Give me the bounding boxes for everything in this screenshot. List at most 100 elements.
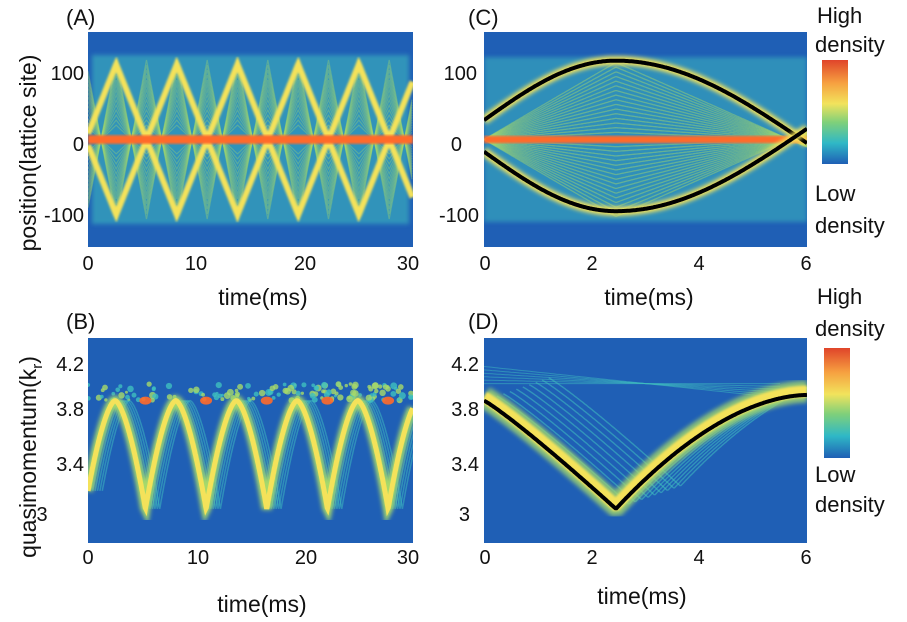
panel-c-ytick-0: 0 <box>451 134 462 156</box>
panel-b-noise-point <box>335 381 342 388</box>
panel-c-faint-branch <box>484 85 807 146</box>
panel-b-noise-point <box>118 384 123 389</box>
panel-a-faint-branch <box>88 79 413 200</box>
panel-b-noise-point <box>390 382 398 390</box>
panel-a-faint-branch <box>88 93 413 186</box>
panel-b-noise-point <box>371 382 379 390</box>
colorbar-top: High density Low density <box>815 3 885 238</box>
panel-b-noise-point <box>334 391 339 396</box>
panel-b-noise-point <box>212 392 217 398</box>
panel-b-noise-point <box>347 396 351 400</box>
bottom-ylabel-main: quasimomentum(k <box>15 368 41 558</box>
panel-a-faint-branch <box>88 74 413 205</box>
colorbar-bottom-gradient <box>824 348 850 458</box>
panel-c-faint-branch <box>484 136 807 166</box>
panel-c-label: (C) <box>468 5 499 30</box>
panel-c-heatmap <box>484 56 807 222</box>
panel-b-noise-point <box>215 382 222 389</box>
panel-a-faint-branch <box>88 79 413 200</box>
panel-c-central-band <box>484 135 807 144</box>
panel-a-faint-branch <box>88 93 413 186</box>
panel-b-noise-point <box>100 388 105 393</box>
panel-c-faint-branch <box>484 135 807 176</box>
panel-b-noise-point <box>337 394 344 401</box>
panel-d-xtick-6: 6 <box>800 547 811 569</box>
panel-d-xtick-4: 4 <box>693 547 704 569</box>
panel-b-noise-point <box>374 388 379 394</box>
panel-b-peak-point <box>139 396 152 405</box>
panel-b-noise-point <box>88 382 91 387</box>
panel-a-faint-branch <box>88 82 413 197</box>
panel-b-noise-point <box>88 396 91 401</box>
panel-d-xlabel: time(ms) <box>597 583 686 609</box>
top-ylabel: position(lattice site) <box>15 55 41 252</box>
panel-c-trajectory-1 <box>484 58 807 145</box>
panel-b-noise-point <box>395 388 402 394</box>
panel-b-noise-point <box>301 382 307 388</box>
colorbar-bottom: High density Low density <box>815 284 885 517</box>
panel-a-heatmap <box>88 54 413 225</box>
panel-a-central-band <box>88 135 413 144</box>
panel-b-noise-point <box>295 390 301 396</box>
panel-b-noise-point <box>397 384 404 390</box>
panel-b-xtick-20: 20 <box>295 547 317 569</box>
bottom-ylabel-end: ) <box>15 356 41 364</box>
panel-b-noise-point <box>408 394 413 400</box>
panel-b-noise-point <box>125 394 130 400</box>
panel-b-noise-point <box>151 387 156 392</box>
panel-b-peak-point <box>382 396 395 405</box>
panel-d-faint-branch <box>548 377 807 487</box>
panel-b-noise-point <box>379 389 386 397</box>
panel-b-noise-point <box>344 383 349 388</box>
panel-b-noise-point <box>398 392 406 400</box>
colorbar-top-gradient <box>822 60 848 164</box>
panel-b-heatmap <box>88 381 413 525</box>
panel-c-faint-branch <box>484 117 807 143</box>
panel-d-xtick-2: 2 <box>586 547 597 569</box>
colorbar-bottom-high-line2: density <box>815 316 885 341</box>
colorbar-bottom-high-line1: High <box>817 284 862 309</box>
panel-b-noise-point <box>201 392 206 397</box>
panel-c-xtick-2: 2 <box>586 253 597 275</box>
panel-b-noise-point <box>309 392 316 399</box>
panel-b-noise-point <box>220 397 225 402</box>
panel-a-lower-branch <box>88 131 413 224</box>
panel-d-heatmap <box>484 366 807 517</box>
panel-c-faint-branch <box>484 71 807 147</box>
panel-b-label: (B) <box>66 309 95 334</box>
panel-a-faint-branch <box>88 98 413 181</box>
panel-b-main-branch <box>88 397 413 517</box>
panel-b-ytick-3-8: 3.8 <box>56 399 84 421</box>
panel-d-xtick-0: 0 <box>479 547 490 569</box>
colorbar-top-low-line2: density <box>815 213 885 238</box>
panel-a-xtick-20: 20 <box>294 253 316 275</box>
panel-b-noise-point <box>165 382 173 390</box>
panel-a-faint-branch <box>88 88 413 191</box>
panel-b-noise-point <box>226 388 234 396</box>
panel-c-faint-branch <box>484 103 807 144</box>
panel-c-faint-branch <box>484 134 807 180</box>
panel-c-faint-branch <box>484 132 807 204</box>
panel-a-upper-branch <box>88 55 413 148</box>
panel-b-peak-point <box>200 396 213 405</box>
panel-b-noise-point <box>276 392 281 397</box>
panel-a-ytick-minus-100: -100 <box>44 205 84 227</box>
panel-c-faint-branch <box>484 131 807 217</box>
panel-c-faint-branch <box>484 89 807 146</box>
panel-b-noise-point <box>396 398 400 402</box>
panel-d: (D) 4.2 3.8 3.4 3 0 2 4 6 time(ms) <box>451 309 811 609</box>
panel-b-noise-point <box>188 387 194 394</box>
panel-b: (B) 4.2 3.8 3.4 3 0 10 20 30 time(ms) <box>36 309 419 617</box>
panel-b-noise-point <box>234 391 240 397</box>
panel-a-faint-branch <box>88 103 413 176</box>
panel-c-faint-branch <box>484 113 807 143</box>
panel-b-peak-point <box>321 396 334 405</box>
panel-a-faint-branch <box>88 74 413 205</box>
panel-b-xtick-10: 10 <box>187 547 209 569</box>
panel-c-faint-branch <box>484 80 807 146</box>
panel-b-noise-point <box>251 396 256 401</box>
panel-b-noise-point <box>311 383 316 388</box>
panel-b-noise-point <box>124 390 128 394</box>
panel-c-trajectory-2 <box>484 127 807 214</box>
